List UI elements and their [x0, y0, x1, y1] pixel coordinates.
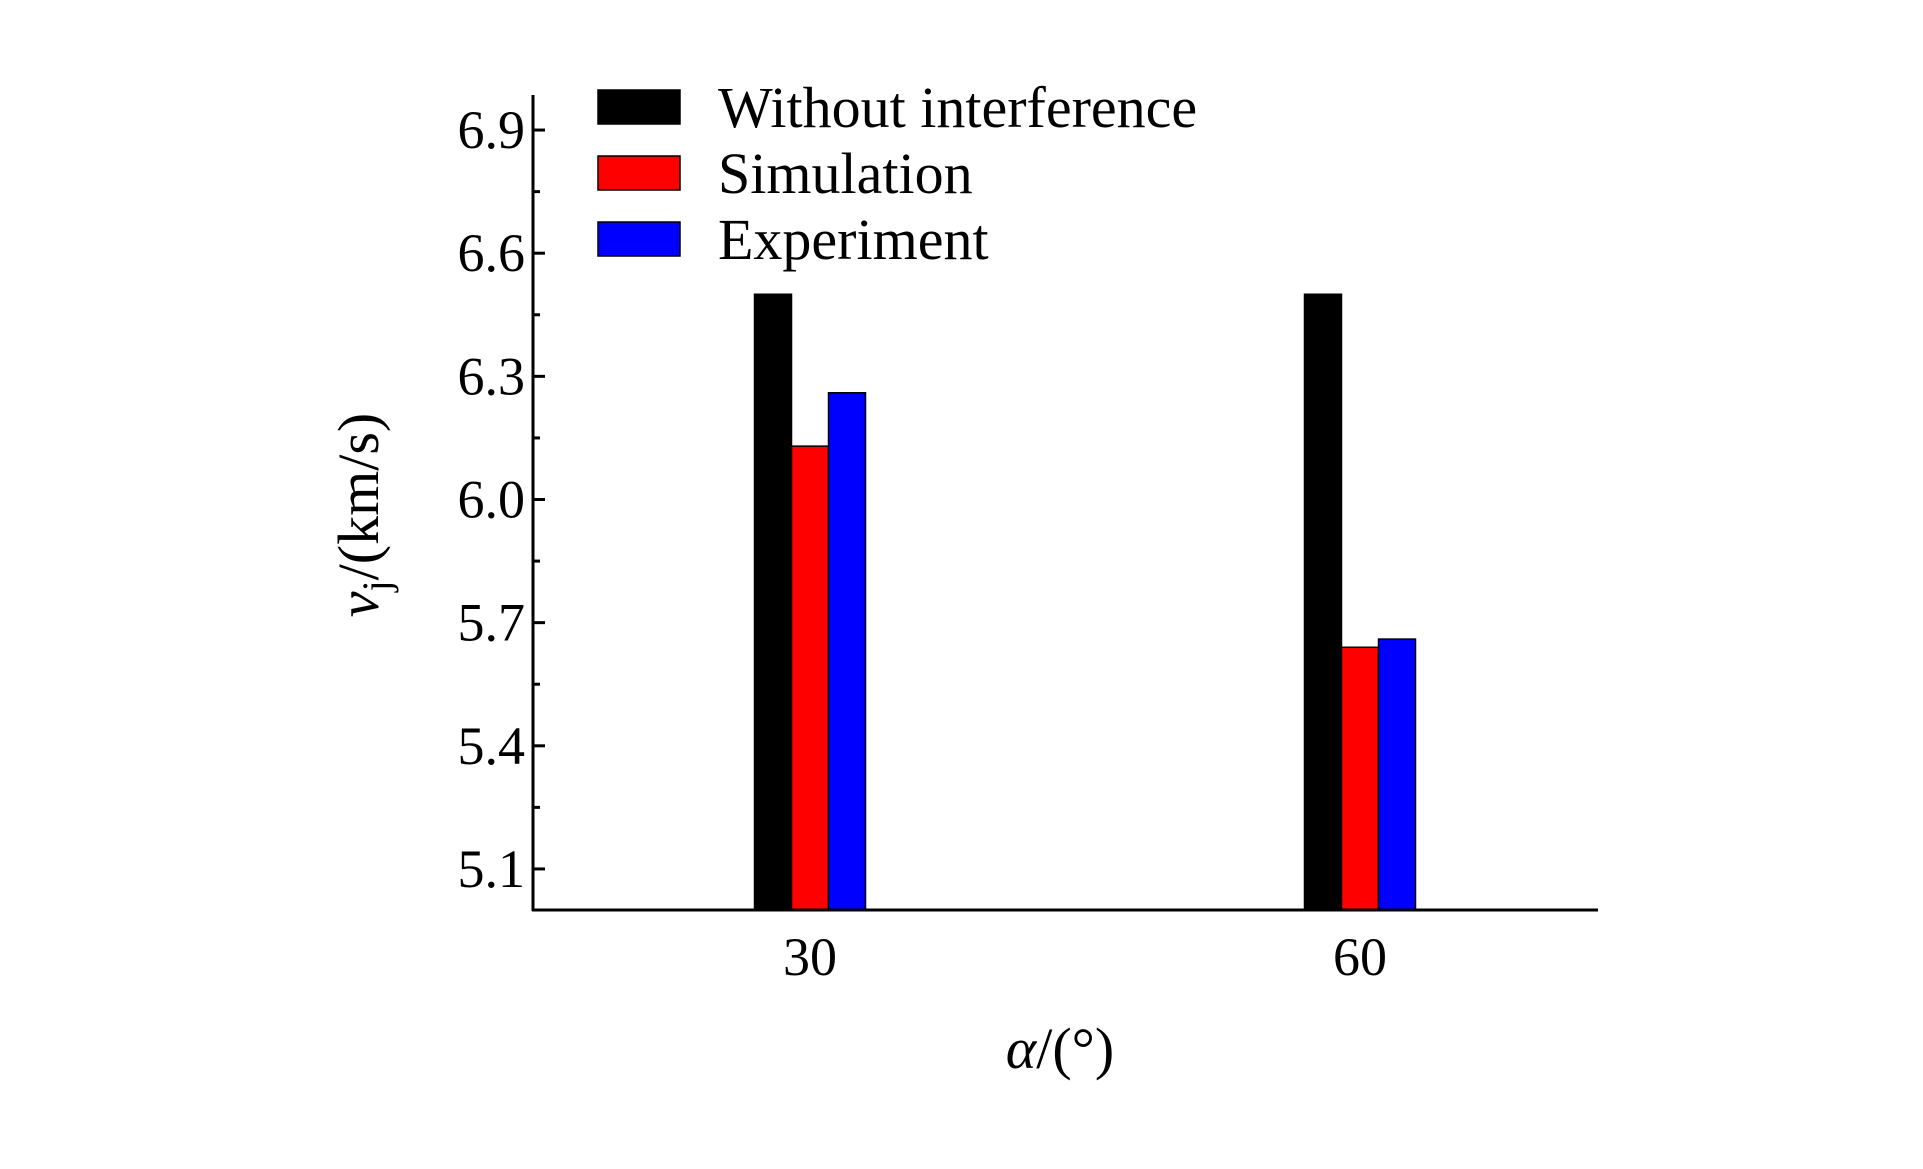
axes-layer — [531, 95, 1598, 912]
x-ticks-layer: 30 60 — [783, 927, 1387, 987]
legend-swatch-without-interference — [597, 89, 681, 125]
bar-experiment-30 — [827, 392, 867, 911]
y-axis-unit: /(km/s) — [326, 413, 391, 581]
x-axis-variable: α — [1006, 1016, 1038, 1081]
y-axis-variable: v — [326, 591, 391, 617]
y-axis-subscript: j — [354, 580, 399, 593]
bar-without-interference-60 — [1303, 293, 1343, 911]
y-tick-label: 6.3 — [458, 346, 526, 406]
bar-simulation-60 — [1340, 646, 1380, 911]
x-axis-label: α/(°) — [1006, 1016, 1114, 1081]
bars-layer — [753, 293, 1417, 911]
legend-label-experiment: Experiment — [718, 207, 989, 272]
y-tick-label: 5.4 — [458, 716, 526, 776]
y-axis-label: vj/(km/s) — [326, 413, 399, 617]
legend-label-simulation: Simulation — [718, 141, 973, 206]
x-tick-label: 30 — [783, 927, 837, 987]
legend-swatch-experiment — [597, 221, 681, 257]
legend-swatch-simulation — [597, 155, 681, 191]
x-axis-unit: /(°) — [1036, 1016, 1114, 1081]
bar-simulation-30 — [790, 445, 830, 911]
legend-label-without-interference: Without interference — [718, 75, 1197, 140]
y-tick-label: 6.0 — [458, 470, 526, 530]
x-tick-label: 60 — [1333, 927, 1387, 987]
y-ticks-layer: 5.1 5.4 5.7 6.0 6.3 6.6 6.9 — [458, 100, 545, 899]
bar-experiment-60 — [1377, 638, 1417, 911]
y-tick-label: 6.6 — [458, 223, 526, 283]
bar-without-interference-30 — [753, 293, 793, 911]
y-tick-label: 5.7 — [458, 593, 526, 653]
y-tick-label: 6.9 — [458, 100, 526, 160]
y-tick-label: 5.1 — [458, 839, 526, 899]
